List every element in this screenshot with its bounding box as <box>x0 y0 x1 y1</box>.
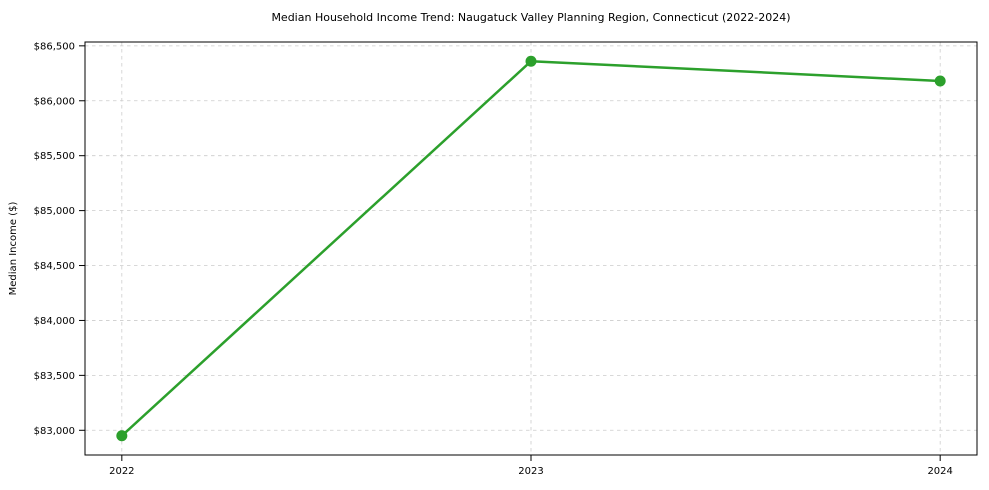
y-tick-label: $84,500 <box>34 261 75 272</box>
data-point-2024 <box>934 75 946 87</box>
y-tick-label: $85,000 <box>34 206 75 217</box>
axis-ticks <box>79 45 941 461</box>
y-tick-label: $83,500 <box>34 371 75 382</box>
y-tick-label: $84,000 <box>34 316 75 327</box>
x-tick-label: 2023 <box>518 466 543 477</box>
x-axis-tick-labels: 2022 2023 2024 <box>109 466 953 477</box>
chart-title: Median Household Income Trend: Naugatuck… <box>271 11 790 24</box>
y-tick-label: $86,000 <box>34 96 75 107</box>
x-tick-label: 2022 <box>109 466 134 477</box>
gridlines <box>85 42 977 455</box>
y-axis-label: Median Income ($) <box>8 202 19 296</box>
data-point-2023 <box>525 55 537 67</box>
y-axis-tick-labels: $83,000 $83,500 $84,000 $84,500 $85,000 $85,5… <box>34 41 75 436</box>
y-tick-label: $85,500 <box>34 151 75 162</box>
y-tick-label: $86,500 <box>34 41 75 52</box>
x-tick-label: 2024 <box>927 466 952 477</box>
data-point-2022 <box>116 430 128 442</box>
data-points <box>116 55 946 442</box>
plot-border <box>84 41 978 456</box>
y-tick-label: $83,000 <box>34 426 75 437</box>
